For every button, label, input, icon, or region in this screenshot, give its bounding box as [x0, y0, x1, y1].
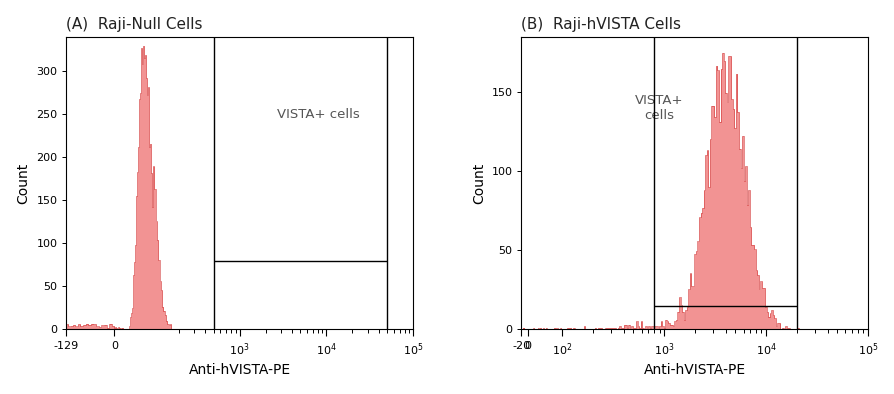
- Y-axis label: Count: Count: [17, 163, 30, 204]
- Y-axis label: Count: Count: [471, 163, 485, 204]
- Text: (A)  Raji-Null Cells: (A) Raji-Null Cells: [66, 17, 203, 32]
- Text: VISTA+
cells: VISTA+ cells: [635, 94, 683, 122]
- Text: VISTA+ cells: VISTA+ cells: [276, 108, 358, 121]
- X-axis label: Anti-hVISTA-PE: Anti-hVISTA-PE: [643, 363, 745, 377]
- Text: (B)  Raji-hVISTA Cells: (B) Raji-hVISTA Cells: [521, 17, 680, 32]
- X-axis label: Anti-hVISTA-PE: Anti-hVISTA-PE: [189, 363, 291, 377]
